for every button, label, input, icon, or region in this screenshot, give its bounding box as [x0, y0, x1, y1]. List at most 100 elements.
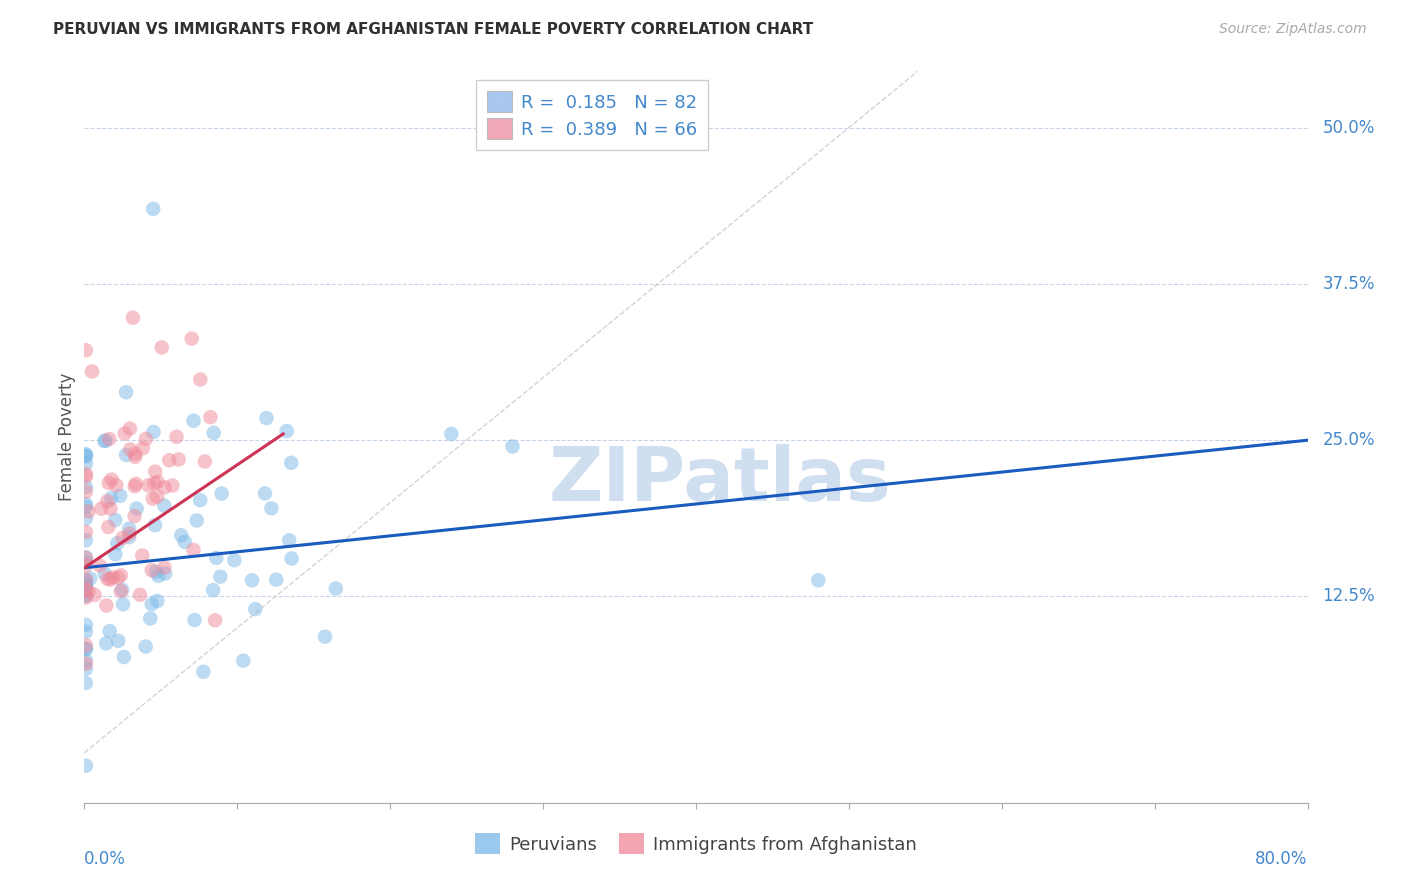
Point	[114, 426, 136, 441]
Point	[278, 533, 301, 548]
Point	[188, 372, 211, 386]
Point	[153, 499, 176, 513]
Point	[105, 536, 128, 550]
Point	[143, 465, 166, 479]
Point	[180, 332, 202, 346]
Point	[115, 448, 138, 462]
Point	[440, 426, 463, 441]
Point	[94, 434, 117, 448]
Point	[75, 591, 97, 605]
Point	[101, 570, 124, 584]
Point	[202, 583, 225, 598]
Point	[75, 343, 97, 358]
Point	[107, 571, 129, 585]
Point	[167, 452, 190, 467]
Text: 12.5%: 12.5%	[1322, 588, 1375, 606]
Point	[75, 583, 97, 598]
Point	[142, 202, 165, 216]
Point	[75, 624, 97, 639]
Point	[75, 657, 97, 671]
Point	[75, 450, 97, 464]
Point	[502, 440, 524, 454]
Point	[209, 570, 232, 584]
Point	[75, 449, 97, 463]
Point	[75, 511, 97, 525]
Point	[100, 491, 122, 505]
Point	[75, 642, 97, 657]
Point	[211, 486, 233, 500]
Point	[111, 597, 134, 611]
Point	[75, 573, 97, 587]
Point	[75, 676, 97, 690]
Point	[90, 501, 112, 516]
Point	[276, 424, 298, 438]
Point	[188, 493, 211, 508]
Point	[93, 566, 115, 581]
Point	[75, 500, 97, 514]
Point	[75, 467, 97, 481]
Point	[104, 547, 127, 561]
Point	[96, 494, 118, 508]
Point	[153, 566, 176, 581]
Point	[80, 364, 103, 378]
Point	[139, 611, 162, 625]
Point	[77, 504, 100, 518]
Point	[75, 641, 97, 656]
Point	[131, 549, 153, 563]
Point	[135, 432, 157, 446]
Point	[100, 473, 122, 487]
Point	[146, 475, 169, 489]
Point	[204, 613, 226, 627]
Point	[135, 640, 157, 654]
Text: 0.0%: 0.0%	[84, 850, 127, 868]
Point	[132, 441, 155, 455]
Point	[75, 588, 97, 602]
Point	[105, 478, 128, 492]
Point	[75, 578, 97, 592]
Point	[98, 432, 121, 446]
Point	[325, 582, 347, 596]
Point	[260, 501, 283, 516]
Point	[186, 514, 208, 528]
Point	[75, 653, 97, 667]
Point	[142, 425, 165, 439]
Point	[75, 555, 97, 569]
Point	[157, 453, 180, 467]
Point	[118, 530, 141, 544]
Point	[141, 563, 163, 577]
Point	[120, 442, 142, 457]
Point	[314, 630, 336, 644]
Point	[75, 551, 97, 566]
Point	[75, 758, 97, 772]
Point	[807, 573, 830, 587]
Point	[112, 650, 135, 665]
Point	[111, 582, 134, 597]
Point	[202, 425, 225, 440]
Point	[75, 662, 97, 676]
Point	[75, 484, 97, 499]
Point	[75, 589, 97, 603]
Point	[125, 476, 148, 491]
Point	[75, 550, 97, 565]
Point	[170, 528, 193, 542]
Point	[280, 551, 302, 566]
Point	[143, 518, 166, 533]
Point	[264, 573, 287, 587]
Legend: Peruvians, Immigrants from Afghanistan: Peruvians, Immigrants from Afghanistan	[465, 824, 927, 863]
Point	[75, 573, 97, 587]
Point	[122, 310, 145, 325]
Point	[75, 577, 97, 591]
Point	[98, 573, 121, 587]
Point	[107, 633, 129, 648]
Point	[98, 624, 121, 639]
Point	[75, 524, 97, 539]
Point	[96, 636, 118, 650]
Point	[125, 501, 148, 516]
Point	[224, 553, 246, 567]
Point	[141, 597, 163, 611]
Point	[200, 410, 222, 425]
Point	[110, 489, 132, 503]
Point	[194, 454, 217, 468]
Point	[173, 534, 195, 549]
Point	[245, 602, 267, 616]
